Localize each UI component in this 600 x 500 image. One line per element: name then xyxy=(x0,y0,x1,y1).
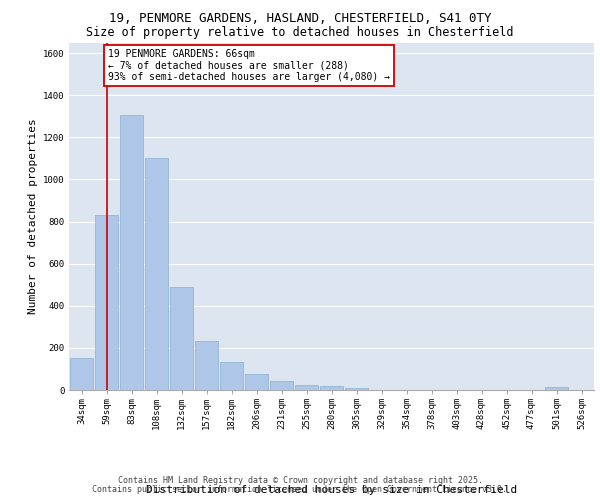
Bar xyxy=(220,362,244,390)
Text: Size of property relative to detached houses in Chesterfield: Size of property relative to detached ho… xyxy=(86,26,514,39)
Bar xyxy=(194,340,218,390)
Bar xyxy=(95,215,118,390)
Bar xyxy=(145,158,169,390)
Bar xyxy=(70,358,94,390)
X-axis label: Distribution of detached houses by size in Chesterfield: Distribution of detached houses by size … xyxy=(146,485,517,495)
Bar xyxy=(295,384,319,390)
Bar xyxy=(269,381,293,390)
Y-axis label: Number of detached properties: Number of detached properties xyxy=(28,118,38,314)
Bar xyxy=(170,287,193,390)
Bar xyxy=(245,374,268,390)
Bar xyxy=(119,115,143,390)
Text: 19, PENMORE GARDENS, HASLAND, CHESTERFIELD, S41 0TY: 19, PENMORE GARDENS, HASLAND, CHESTERFIE… xyxy=(109,12,491,26)
Text: 19 PENMORE GARDENS: 66sqm
← 7% of detached houses are smaller (288)
93% of semi-: 19 PENMORE GARDENS: 66sqm ← 7% of detach… xyxy=(108,49,390,82)
Text: Contains HM Land Registry data © Crown copyright and database right 2025.: Contains HM Land Registry data © Crown c… xyxy=(118,476,482,485)
Bar xyxy=(545,388,568,390)
Bar xyxy=(344,388,368,390)
Bar xyxy=(320,386,343,390)
Text: Contains public sector information licensed under the Open Government Licence v3: Contains public sector information licen… xyxy=(92,485,508,494)
